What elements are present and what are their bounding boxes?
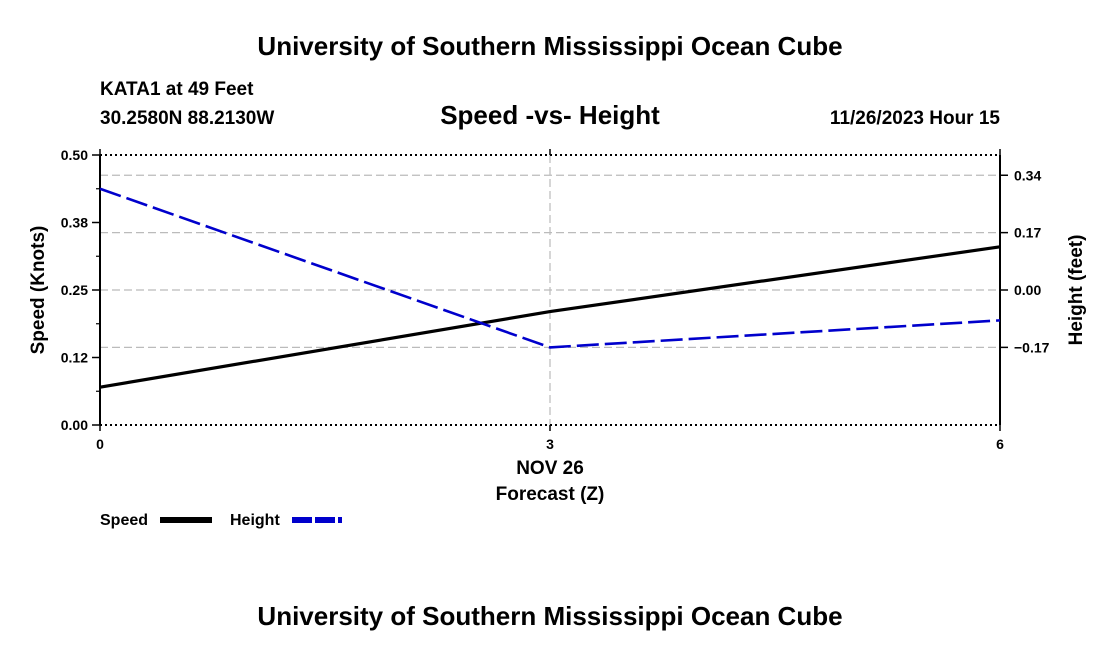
y-right-tick-label-2: 0.17: [1014, 225, 1041, 241]
footer-title: University of Southern Mississippi Ocean…: [257, 601, 842, 631]
forecast-datetime: 11/26/2023 Hour 15: [830, 108, 1000, 129]
y-axis-right-label: Height (feet): [1066, 235, 1087, 346]
y-left-tick-label-1: 0.12: [61, 350, 88, 366]
x-tick-label-1: 3: [546, 436, 554, 452]
legend: Speed Height: [100, 512, 342, 529]
y-right-tick-label-1: 0.00: [1014, 282, 1041, 298]
chart-title: Speed -vs- Height: [440, 100, 660, 130]
station-label: KATA1 at 49 Feet: [100, 79, 254, 100]
y-left-tick-label-2: 0.25: [61, 282, 88, 298]
y-right-tick-label-3: 0.34: [1014, 167, 1041, 183]
series-line-height: [99, 187, 1001, 349]
legend-label-height: Height: [230, 512, 280, 529]
x-tick-label-0: 0: [96, 436, 104, 452]
y-left-tick-label-4: 0.50: [61, 147, 88, 163]
y-left-tick-label-3: 0.38: [61, 215, 88, 231]
x-axis-date: NOV 26: [516, 458, 584, 479]
y-left-tick-label-0: 0.00: [61, 417, 88, 433]
x-tick-label-2: 6: [996, 436, 1004, 452]
chart-main-title: University of Southern Mississippi Ocean…: [257, 31, 842, 61]
station-coords: 30.2580N 88.2130W: [100, 108, 274, 129]
legend-label-speed: Speed: [100, 512, 148, 529]
y-axis-left-label: Speed (Knots): [28, 226, 49, 355]
x-axis-label: Forecast (Z): [496, 484, 605, 505]
y-right-tick-label-0: −0.17: [1014, 339, 1050, 355]
series-line-speed: [99, 245, 1001, 389]
